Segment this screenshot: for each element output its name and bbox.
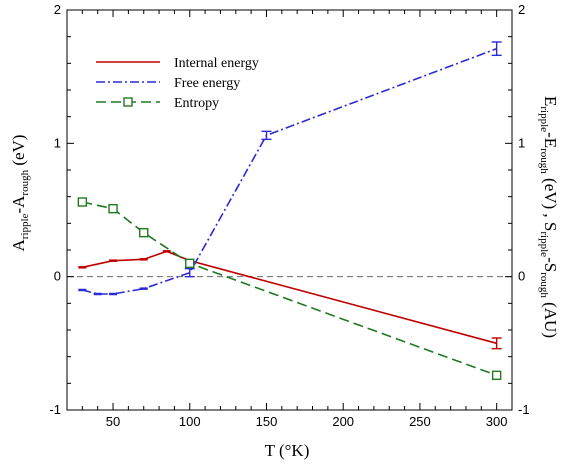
data-point [108,203,118,214]
legend-label: Entropy [174,96,219,111]
legend-label: Internal energy [174,56,259,71]
y-left-mid: -A [9,195,28,214]
y-left-sub2: rough [19,169,31,195]
x-tick-label: 200 [332,414,354,429]
y-right-p2: -E [541,132,560,148]
y-right-tick-label: 1 [518,135,525,150]
series-free-energy [78,41,502,296]
x-tick-label: 300 [486,414,508,429]
y-left-tick-label: 0 [54,269,61,284]
y-right-p3: (eV) , S [541,174,560,232]
y-left-unit: (eV) [9,135,28,170]
y-right-s1: ripple [538,106,550,132]
y-right-p5: (AU) [541,298,560,338]
y-right-tick-label: -1 [518,402,530,417]
axis-ticks: 50 100 150 200 250 300 -1 -1 0 0 1 1 2 2 [49,2,529,429]
y-right-p4: -S [541,257,560,272]
data-point [185,258,195,269]
y-left-sub1: ripple [19,213,31,239]
y-right-s3: ripple [538,231,550,257]
x-axis-title: T (°K) [265,441,310,460]
y-right-s2: rough [538,148,550,174]
legend: Internal energy Free energy Entropy [96,56,259,111]
y-axis-left-title: Aripple-Arough (eV) [9,135,31,252]
series-line [82,47,497,295]
x-tick-label: 50 [106,414,120,429]
x-tick-label: 250 [409,414,431,429]
x-tick-label: 150 [256,414,278,429]
x-tick-label: 100 [179,414,201,429]
plot-area [66,9,513,411]
y-left-tick-label: 2 [54,2,61,17]
y-right-s4: rough [538,272,550,298]
data-point [77,197,88,207]
series-line [82,250,497,345]
data-point [491,370,502,381]
y-right-tick-label: 0 [518,269,525,284]
series-line [82,201,497,377]
legend-marker [123,97,133,107]
y-left-tick-label: 1 [54,135,61,150]
series-layer [77,41,502,381]
y-left-main: A [9,238,28,251]
series-entropy [77,197,502,381]
y-right-tick-label: 2 [518,2,525,17]
data-point [139,227,149,238]
plot-frame-border [66,9,513,411]
y-axis-right-title: Eripple-Erough (eV) , Sripple-Srough (AU… [538,96,560,338]
y-right-p1: E [541,96,560,106]
y-left-tick-label: -1 [49,402,61,417]
legend-label: Free energy [174,76,240,91]
